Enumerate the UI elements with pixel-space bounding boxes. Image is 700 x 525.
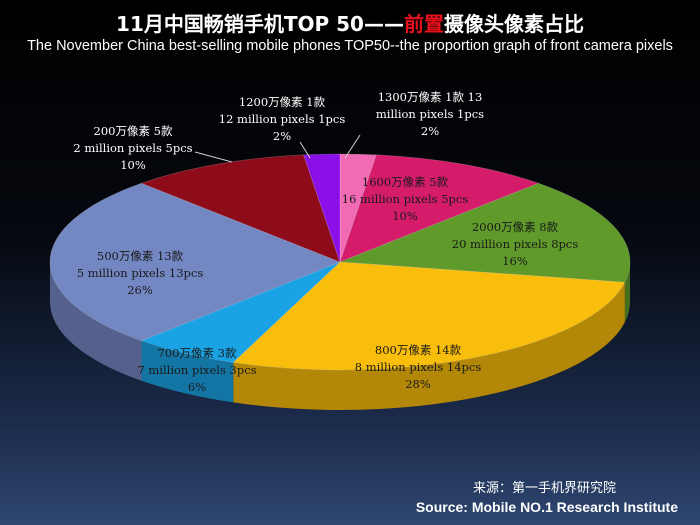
- slice-label-2: 2000万像素 8款 20 million pixels 8pcs 16%: [452, 220, 579, 268]
- pie-sides: [50, 262, 630, 410]
- slice-label-pct: 2%: [273, 129, 291, 143]
- slice-label-en: 2 million pixels 5pcs: [73, 141, 192, 155]
- slice-label-pct: 28%: [405, 377, 431, 391]
- slice-label-pct: 6%: [188, 380, 206, 394]
- slice-label-pct: 26%: [127, 283, 153, 297]
- slice-label-6: 200万像素 5款 2 million pixels 5pcs 10%: [73, 124, 192, 172]
- slice-label-cn: 2000万像素 8款: [472, 220, 559, 234]
- slice-label-cn: 1300万像素 1款 13: [378, 90, 483, 104]
- slice-label-1: 1600万像素 5款 16 million pixels 5pcs 10%: [342, 175, 469, 223]
- slice-label-en: 5 million pixels 13pcs: [77, 266, 204, 280]
- leader-line-0: [344, 134, 361, 159]
- slice-label-pct: 16%: [502, 254, 528, 268]
- pie-slice-7: [303, 153, 341, 263]
- slice-label-pct: 10%: [120, 158, 146, 172]
- slice-label-pct: 10%: [392, 209, 418, 223]
- slice-label-en: 12 million pixels 1pcs: [219, 112, 346, 126]
- pie-slice-5: [49, 182, 341, 342]
- slice-label-4: 700万像素 3款 7 million pixels 3pcs 6%: [137, 346, 256, 394]
- slice-label-5: 500万像素 13款 5 million pixels 13pcs 26%: [77, 249, 204, 297]
- pie-side-5: [50, 262, 142, 381]
- leader-line-1: [194, 151, 233, 163]
- pie-side-2: [624, 262, 630, 323]
- slice-label-cn: 800万像素 14款: [375, 343, 462, 357]
- slice-label-en: 20 million pixels 8pcs: [452, 237, 579, 251]
- slice-label-cn: 500万像素 13款: [97, 249, 184, 263]
- pie-side-3: [233, 282, 625, 410]
- pie-side-4: [141, 340, 234, 403]
- slice-label-en: million pixels 1pcs: [376, 107, 484, 121]
- leader-line-2: [299, 141, 311, 159]
- pie-slice-1: [339, 154, 540, 263]
- pie-slice-6: [140, 154, 341, 263]
- title-prefix: 11月中国畅销手机TOP 50——: [116, 12, 404, 36]
- pie-slice-2: [339, 182, 631, 283]
- slice-label-0: 1300万像素 1款 13 million pixels 1pcs 2%: [376, 90, 484, 138]
- chart-subtitle: The November China best-selling mobile p…: [27, 38, 673, 54]
- slice-label-3: 800万像素 14款 8 million pixels 14pcs 28%: [355, 343, 482, 391]
- chart-title: 11月中国畅销手机TOP 50——前置摄像头像素占比: [0, 8, 700, 37]
- slice-label-en: 7 million pixels 3pcs: [137, 363, 256, 377]
- slice-label-cn: 200万像素 5款: [94, 124, 173, 138]
- source-en: Source: Mobile NO.1 Research Institute: [415, 499, 678, 515]
- slice-label-en: 8 million pixels 14pcs: [355, 360, 482, 374]
- pie-tops: [49, 153, 631, 371]
- slice-label-pct: 2%: [421, 124, 439, 138]
- slice-label-cn: 1600万像素 5款: [362, 175, 449, 189]
- source-cn: 来源：第一手机界研究院: [472, 481, 616, 496]
- leader-lines: [194, 134, 361, 163]
- title-suffix: 摄像头像素占比: [443, 12, 584, 36]
- slice-label-cn: 1200万像素 1款: [239, 95, 326, 109]
- slice-label-cn: 700万像素 3款: [158, 346, 237, 360]
- pie-slice-3: [232, 261, 626, 371]
- source-note: 来源：第一手机界研究院 Source: Mobile NO.1 Research…: [416, 480, 678, 516]
- pie-slice-4: [140, 261, 341, 363]
- title-highlight: 前置: [403, 12, 444, 36]
- slice-label-7: 1200万像素 1款 12 million pixels 1pcs 2%: [219, 95, 346, 143]
- pie-slice-0: [339, 153, 377, 263]
- slice-label-en: 16 million pixels 5pcs: [342, 192, 469, 206]
